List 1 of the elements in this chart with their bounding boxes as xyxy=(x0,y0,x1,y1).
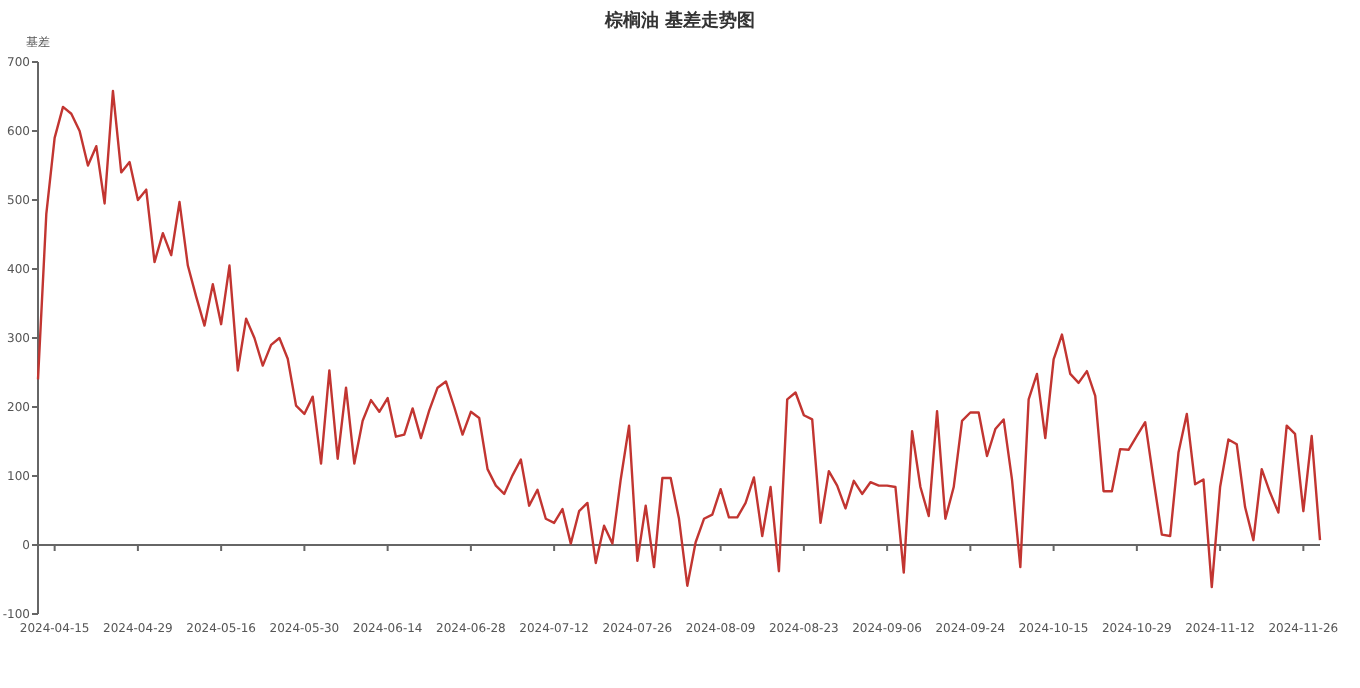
chart-title: 棕榈油 基差走势图 xyxy=(602,10,756,32)
